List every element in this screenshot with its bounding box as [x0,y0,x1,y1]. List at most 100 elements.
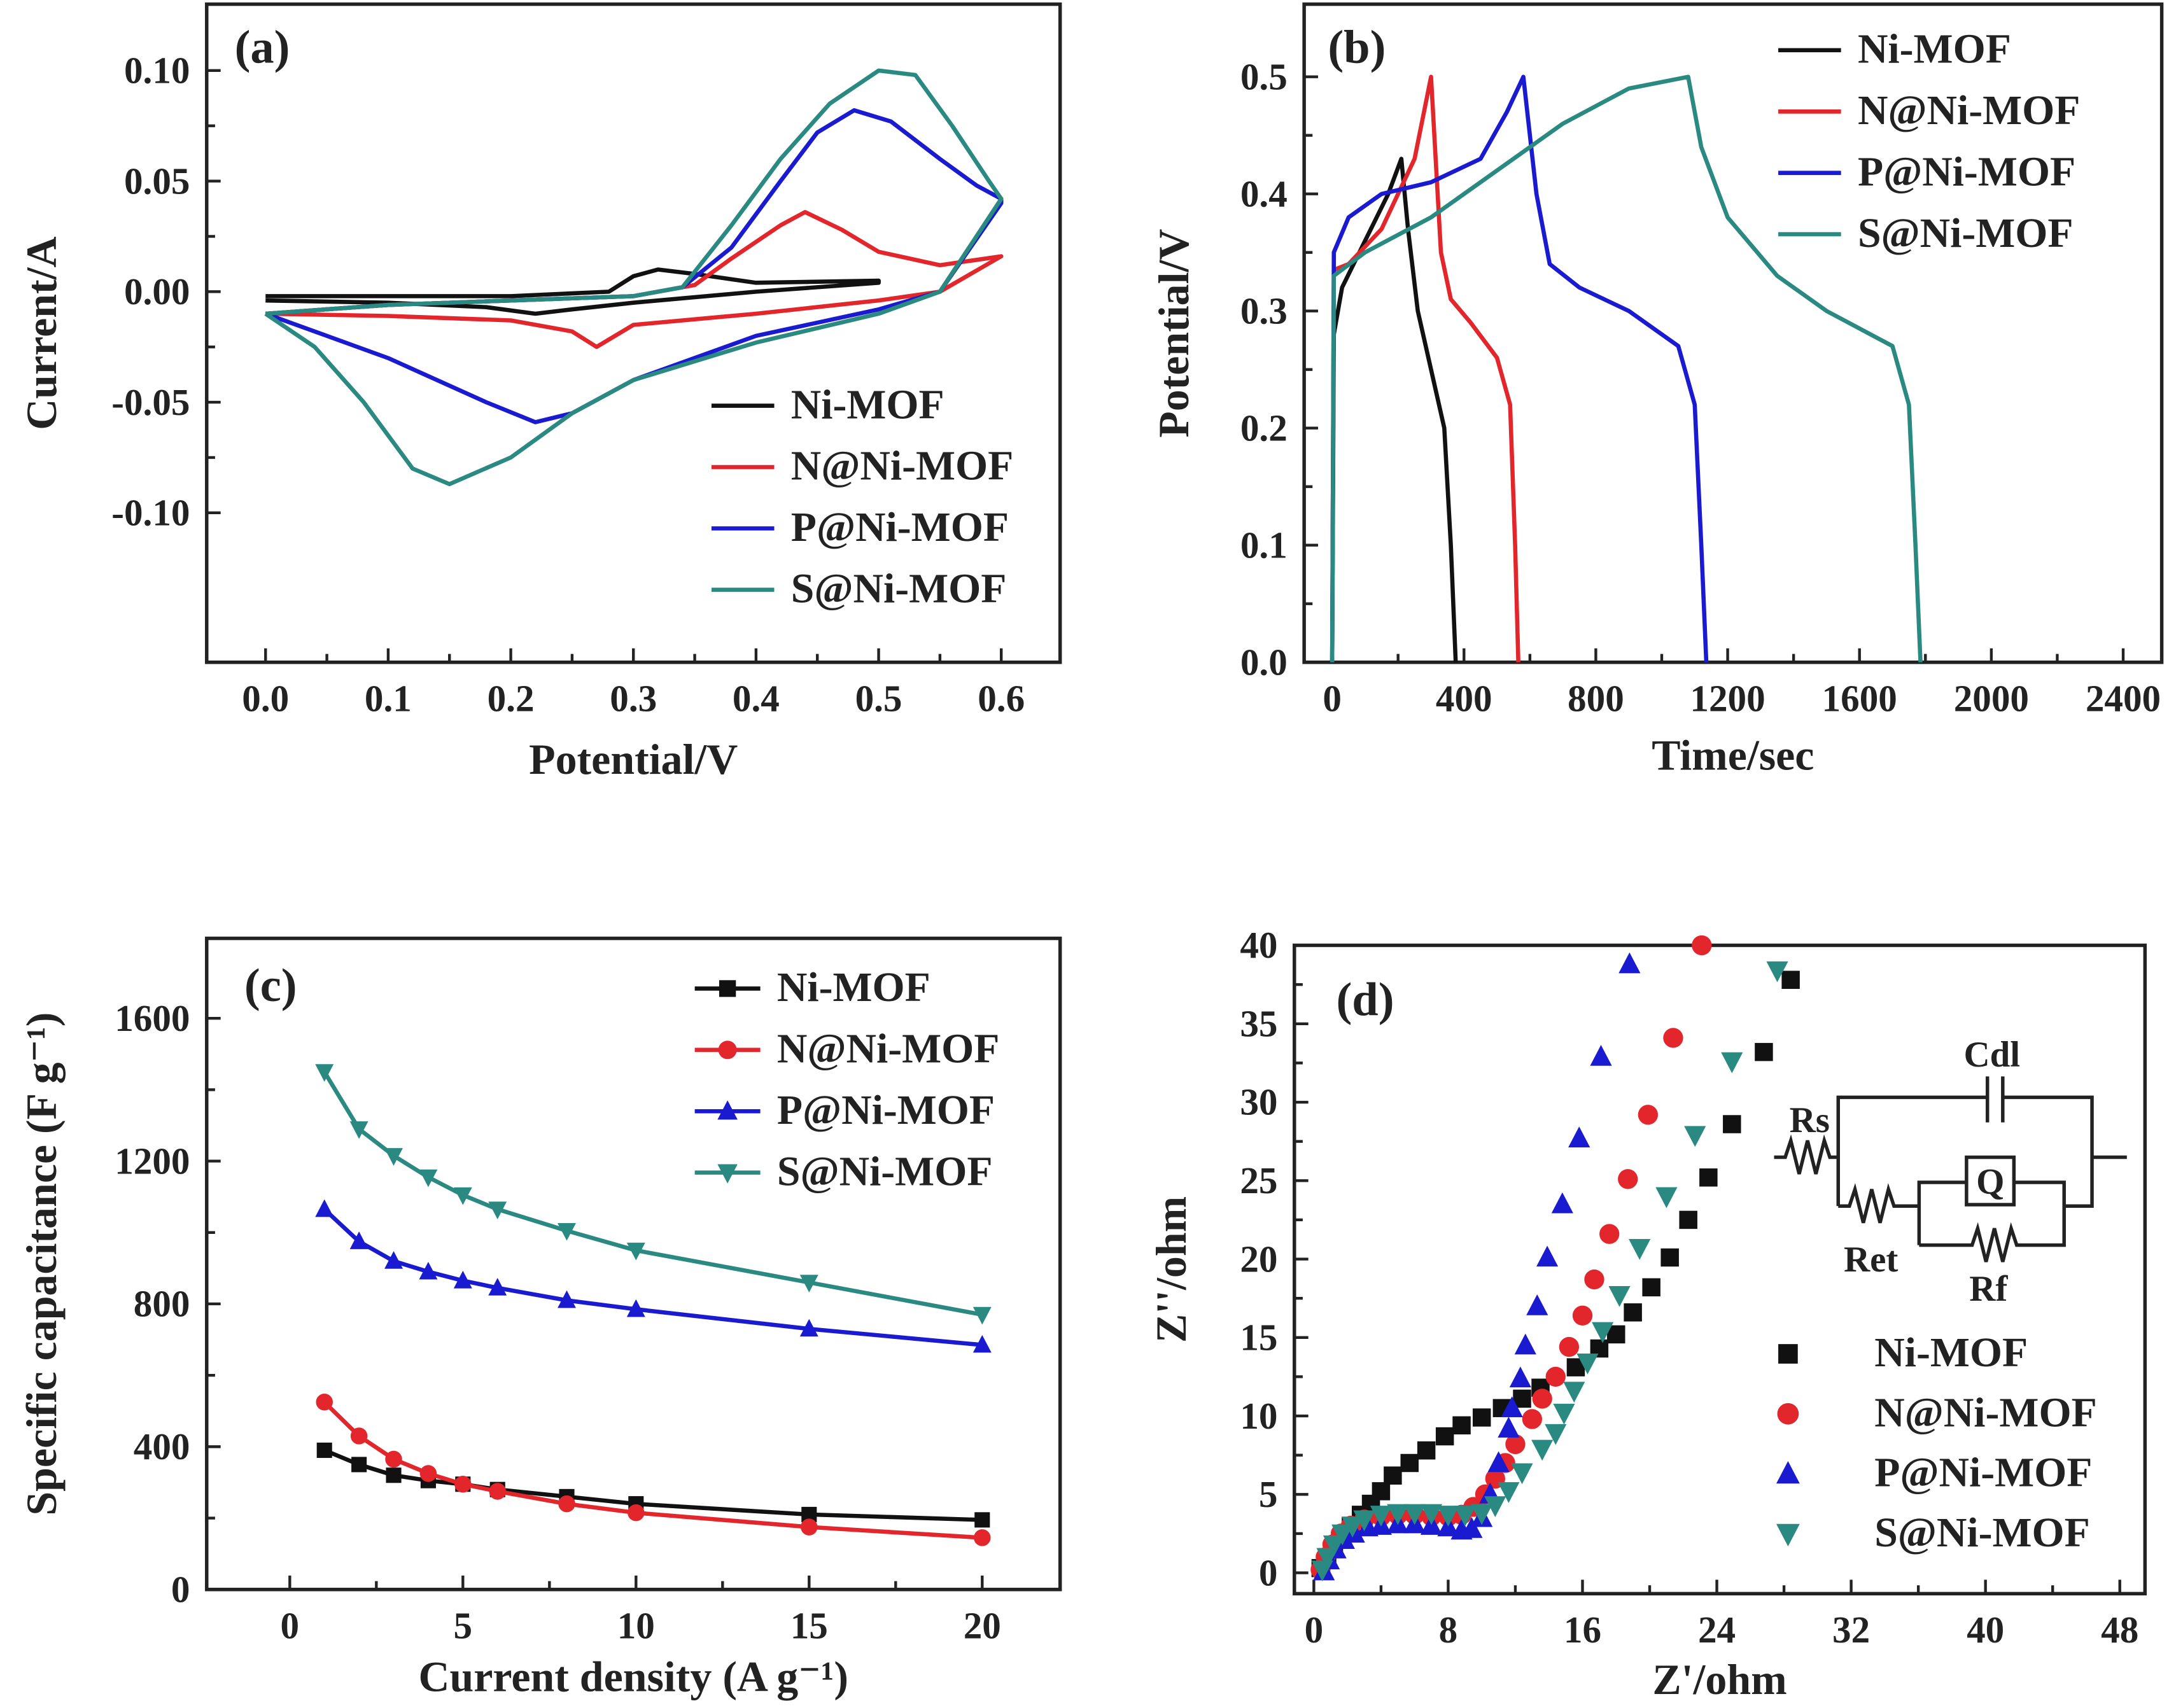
legend-label: S@Ni-MOF [777,1148,993,1194]
circuit-wire-top [1836,1095,1988,1207]
series-line [265,108,1004,424]
circuit-wire-right [2002,1095,2094,1208]
y-tick-label: 0.3 [1240,290,1288,332]
triangle-down-marker [1498,1482,1520,1503]
triangle-down-marker [1553,1403,1575,1425]
x-tick-label: 2000 [1954,677,2029,719]
circle-marker [974,1529,991,1546]
plot-frame [205,936,1062,1592]
y-tick-label: 0.1 [1240,524,1288,566]
series-n-at-ni-mof [1330,74,1520,662]
square-marker [1435,1427,1454,1446]
circle-marker [628,1504,645,1522]
triangle-up-marker [799,1319,818,1337]
triangle-down-marker [1511,1463,1533,1485]
ret-resistor [1838,1183,1920,1224]
triangle-down-marker [1370,1506,1392,1527]
circle-marker [1559,1336,1580,1357]
square-marker [386,1467,402,1483]
triangle-down-marker [1387,1504,1409,1525]
y-tick-label: 1600 [115,997,190,1039]
legend-label: P@Ni-MOF [1874,1450,2092,1496]
circle-marker [1572,1305,1593,1326]
circle-marker [1532,1389,1552,1409]
panel-a: 0.0 0.1 0.2 0.3 0.4 0.5 0.6 0.10 0.05 0.00 -0.05 -0… [17,2,1062,783]
panel-label: (b) [1328,22,1386,74]
legend-entry: N@Ni-MOF [694,1026,999,1072]
y-tick-label: -0.10 [111,492,190,534]
square-marker [1624,1303,1642,1322]
square-marker [1781,970,1800,989]
x-tick-label: 0 [281,1604,300,1646]
series-p-at-ni-mof [1330,74,1709,662]
series-line [265,267,881,316]
legend-entry: Ni-MOF [1778,26,2011,73]
triangle-up-marker [626,1299,645,1317]
x-tick-label: 0 [1323,677,1342,719]
circle-marker [419,1465,437,1482]
circle-marker [1692,935,1712,956]
triangle-down-marker [349,1121,369,1139]
triangle-up-marker [1551,1192,1573,1214]
square-marker [1472,1408,1491,1427]
square-marker [1778,1344,1798,1364]
triangle-up-marker [1590,1045,1612,1066]
circle-marker [1618,1169,1638,1189]
rf-label: Rf [1969,1269,2008,1309]
circle-marker [1638,1105,1659,1125]
panel-label: (a) [235,22,290,74]
triangle-down-marker [1608,1285,1631,1307]
triangle-down-marker [488,1201,507,1219]
x-tick-label: 32 [1832,1609,1870,1651]
y-tick-label: 0.05 [124,160,190,202]
triangle-up-marker [1487,1451,1510,1473]
series-line [1330,157,1458,662]
cdl-label: Cdl [1963,1035,2020,1075]
triangle-up-marker [1514,1333,1536,1355]
triangle-down-marker [1563,1382,1585,1403]
square-marker [1400,1453,1419,1473]
legend-label: N@Ni-MOF [791,443,1013,489]
y-tick-label: 35 [1240,1002,1277,1044]
triangle-down-marker [1484,1496,1506,1518]
series-line [323,1207,983,1347]
legend-label: N@Ni-MOF [1874,1389,2096,1436]
legend-label: Ni-MOF [1874,1329,2028,1376]
triangle-up-marker [1498,1417,1520,1438]
triangle-down-marker [315,1064,334,1082]
square-marker [1723,1115,1741,1133]
x-tick-label: 0.4 [733,677,780,719]
triangle-up-marker [1526,1294,1548,1315]
triangle-up-marker [1776,1460,1800,1484]
square-marker [1679,1210,1697,1229]
square-marker [1452,1416,1471,1435]
series-s-at-ni-mof [1311,961,1788,1582]
plot-frame [205,2,1062,664]
legend-label: P@Ni-MOF [1858,148,2075,195]
circuit-parallel-branch [1917,1180,1967,1245]
series-p-at-ni-mof [1313,952,1641,1581]
triangle-down-marker [1545,1424,1567,1445]
y-tick-label: 5 [1259,1473,1278,1515]
x-tick-label: 40 [1967,1609,2004,1651]
x-tick-label: 2400 [2086,677,2161,719]
circle-marker [1663,1028,1683,1048]
y-tick-label: 0 [1259,1551,1278,1593]
triangle-down-marker [419,1169,438,1187]
y-tick-label: 40 [1240,924,1277,966]
square-marker [1372,1482,1391,1501]
y-tick-label: 10 [1240,1395,1277,1437]
y-axis-title: Potential/V [1149,229,1198,438]
x-tick-label: 400 [1436,677,1492,719]
square-marker [351,1457,367,1473]
legend-entry: N@Ni-MOF [1777,1389,2097,1436]
triangle-up-marker [453,1270,472,1289]
legend-label: P@Ni-MOF [791,504,1009,550]
legend-label: Ni-MOF [1858,26,2011,73]
panel-c: 0 5 10 15 20 0 400 800 1200 1600 Current density (… [17,936,1062,1701]
triangle-down-marker [1341,1516,1364,1538]
triangle-up-marker [1501,1396,1523,1417]
legend-label: Ni-MOF [791,381,944,428]
series-line [264,68,1004,487]
